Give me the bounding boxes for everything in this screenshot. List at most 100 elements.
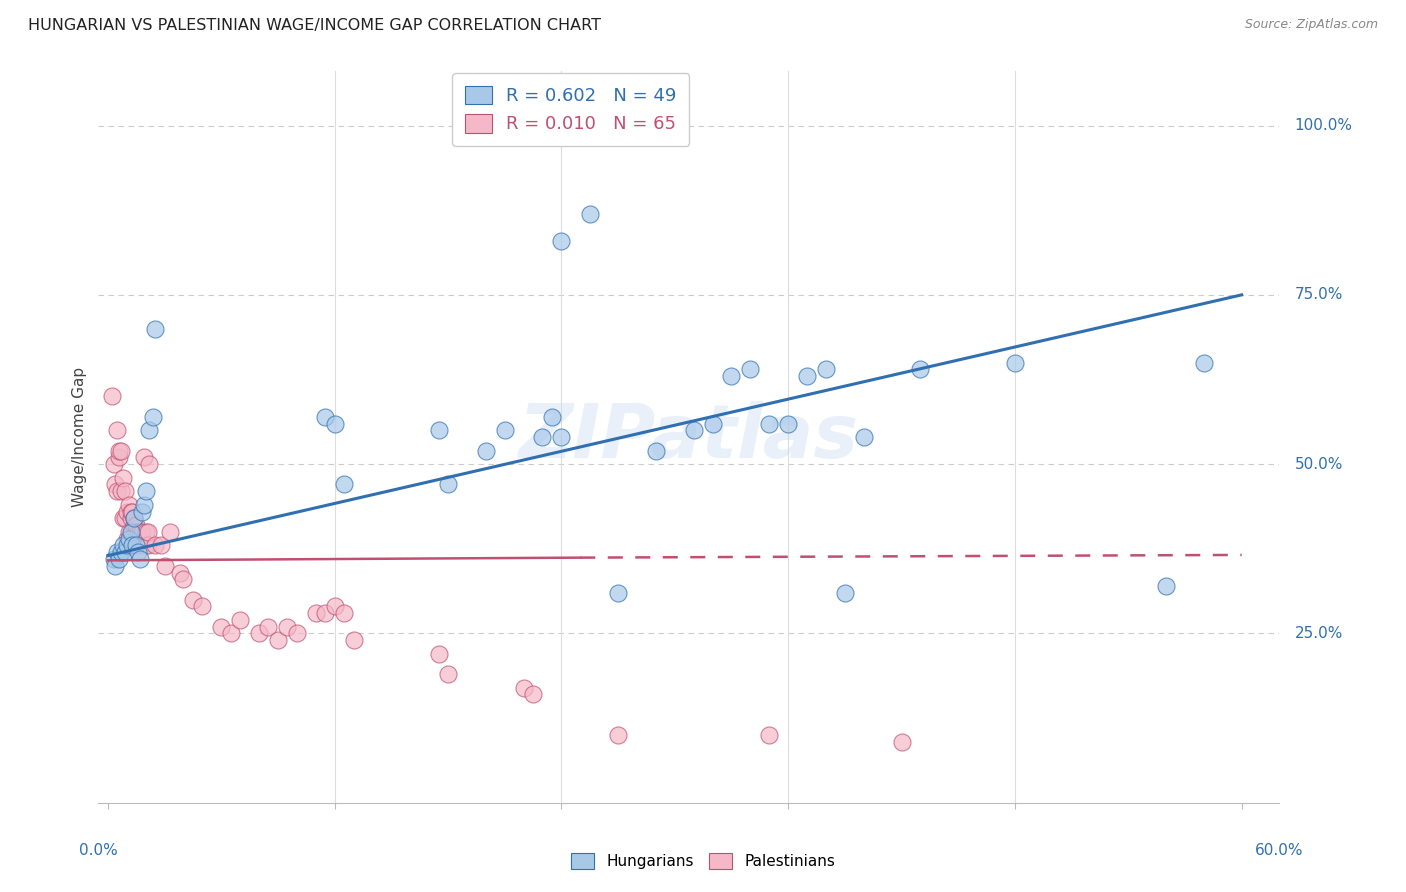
Point (522, 688, 544, 702)
Point (110, 545, 132, 559)
Point (342, 633, 364, 648)
Point (181, 592, 204, 607)
Point (607, 728, 630, 742)
Point (531, 430, 554, 444)
Point (131, 538, 153, 552)
Point (120, 511, 142, 525)
Point (100, 389, 122, 403)
Point (104, 558, 127, 573)
Text: 50.0%: 50.0% (1295, 457, 1343, 472)
Point (124, 518, 146, 533)
Point (108, 552, 131, 566)
Point (314, 409, 336, 424)
Point (121, 524, 143, 539)
Point (124, 511, 146, 525)
Point (229, 613, 252, 627)
Point (115, 538, 138, 552)
Point (191, 599, 214, 614)
Point (644, 443, 666, 458)
Point (512, 681, 534, 695)
Point (427, 647, 450, 661)
Point (135, 538, 157, 552)
Text: Source: ZipAtlas.com: Source: ZipAtlas.com (1244, 18, 1378, 31)
Point (135, 524, 157, 539)
Point (702, 417, 724, 431)
Point (475, 443, 498, 458)
Point (169, 566, 191, 580)
Point (1192, 355, 1215, 369)
Point (778, 417, 800, 431)
Point (115, 532, 138, 546)
Point (890, 735, 912, 749)
Point (118, 532, 141, 546)
Point (852, 430, 875, 444)
Point (125, 518, 148, 533)
Point (111, 538, 134, 552)
Point (682, 423, 704, 437)
Point (1154, 579, 1177, 593)
Point (129, 532, 152, 546)
Point (136, 524, 159, 539)
Point (108, 443, 131, 458)
Point (104, 477, 127, 491)
Point (135, 484, 157, 499)
Point (132, 450, 155, 465)
Point (323, 599, 346, 614)
Point (305, 606, 328, 620)
Point (129, 552, 152, 566)
Point (129, 524, 152, 539)
Point (132, 498, 155, 512)
Point (120, 524, 142, 539)
Point (114, 511, 136, 525)
Point (219, 626, 242, 640)
Point (105, 545, 128, 559)
Point (127, 532, 149, 546)
Point (578, 206, 600, 220)
Point (103, 552, 125, 566)
Point (550, 430, 572, 444)
Point (550, 234, 572, 248)
Point (127, 545, 149, 559)
Legend: R = 0.602   N = 49, R = 0.010   N = 65: R = 0.602 N = 49, R = 0.010 N = 65 (453, 73, 689, 146)
Point (121, 505, 143, 519)
Point (333, 477, 356, 491)
Point (138, 457, 160, 471)
Point (814, 362, 837, 376)
Point (111, 511, 134, 525)
Point (118, 524, 141, 539)
Point (125, 524, 148, 539)
Point (125, 538, 148, 552)
Point (323, 417, 346, 431)
Point (103, 457, 125, 471)
Text: 100.0%: 100.0% (1295, 118, 1353, 133)
Point (124, 511, 146, 525)
Point (276, 620, 298, 634)
Point (121, 538, 143, 552)
Point (607, 586, 630, 600)
Point (494, 423, 516, 437)
Text: 25.0%: 25.0% (1295, 626, 1343, 641)
Text: ZIPatlas: ZIPatlas (519, 401, 859, 474)
Point (143, 322, 166, 336)
Point (758, 417, 780, 431)
Point (114, 484, 136, 499)
Point (333, 606, 356, 620)
Point (285, 626, 308, 640)
Point (159, 524, 181, 539)
Point (834, 586, 856, 600)
Point (105, 423, 128, 437)
Point (143, 538, 166, 552)
Text: 0.0%: 0.0% (79, 843, 118, 858)
Point (118, 498, 141, 512)
Point (115, 505, 138, 519)
Point (149, 538, 172, 552)
Point (267, 633, 290, 648)
Point (131, 524, 153, 539)
Point (427, 423, 450, 437)
Point (1004, 355, 1026, 369)
Point (108, 450, 131, 465)
Point (138, 423, 160, 437)
Point (110, 484, 132, 499)
Point (910, 362, 932, 376)
Point (142, 409, 165, 424)
